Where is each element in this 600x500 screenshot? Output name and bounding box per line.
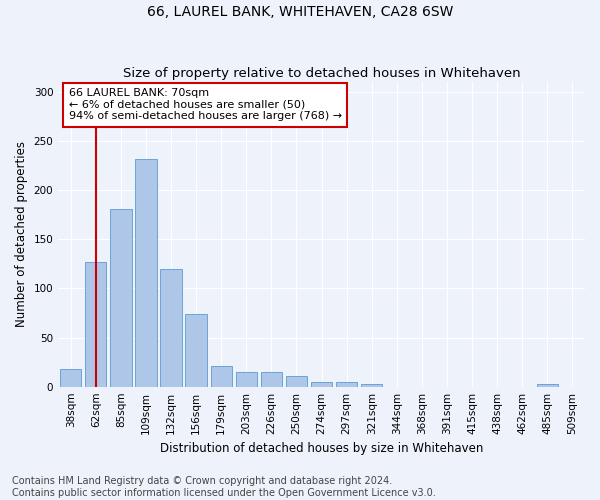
Text: Contains HM Land Registry data © Crown copyright and database right 2024.
Contai: Contains HM Land Registry data © Crown c…	[12, 476, 436, 498]
Bar	[185, 314, 207, 386]
Bar	[361, 384, 382, 386]
Title: Size of property relative to detached houses in Whitehaven: Size of property relative to detached ho…	[123, 66, 520, 80]
Y-axis label: Number of detached properties: Number of detached properties	[15, 142, 28, 328]
Bar	[311, 382, 332, 386]
Text: 66, LAUREL BANK, WHITEHAVEN, CA28 6SW: 66, LAUREL BANK, WHITEHAVEN, CA28 6SW	[147, 5, 453, 19]
Bar	[336, 382, 358, 386]
Bar	[537, 384, 558, 386]
Bar	[160, 269, 182, 386]
Bar	[110, 209, 131, 386]
Bar	[85, 262, 106, 386]
Bar	[236, 372, 257, 386]
Bar	[136, 158, 157, 386]
X-axis label: Distribution of detached houses by size in Whitehaven: Distribution of detached houses by size …	[160, 442, 483, 455]
Text: 66 LAUREL BANK: 70sqm
← 6% of detached houses are smaller (50)
94% of semi-detac: 66 LAUREL BANK: 70sqm ← 6% of detached h…	[69, 88, 342, 122]
Bar	[286, 376, 307, 386]
Bar	[261, 372, 282, 386]
Bar	[211, 366, 232, 386]
Bar	[60, 369, 82, 386]
